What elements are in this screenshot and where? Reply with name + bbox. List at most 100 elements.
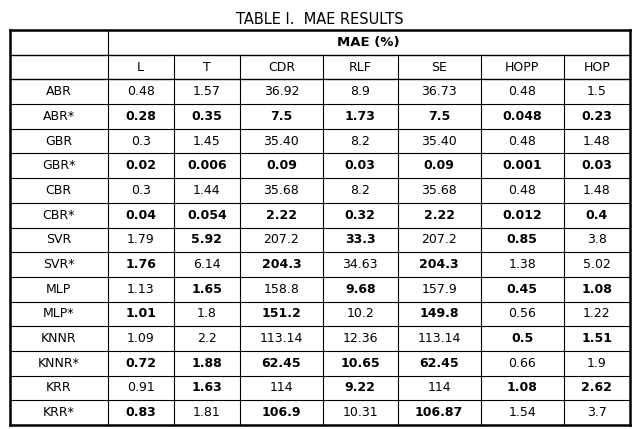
Text: 0.04: 0.04 [125, 208, 156, 222]
Text: 1.54: 1.54 [508, 406, 536, 419]
Text: 0.048: 0.048 [502, 110, 542, 123]
Text: 2.2: 2.2 [197, 332, 217, 345]
Text: 1.13: 1.13 [127, 283, 154, 296]
Text: 0.3: 0.3 [131, 135, 150, 148]
Text: 207.2: 207.2 [264, 233, 300, 246]
Text: 0.02: 0.02 [125, 159, 156, 172]
Text: 10.65: 10.65 [340, 357, 380, 370]
Text: 8.9: 8.9 [350, 85, 370, 98]
Text: 3.8: 3.8 [587, 233, 607, 246]
Text: 1.08: 1.08 [507, 381, 538, 395]
Text: L: L [137, 60, 144, 73]
Text: 62.45: 62.45 [262, 357, 301, 370]
Text: 2.62: 2.62 [582, 381, 612, 395]
Text: 1.09: 1.09 [127, 332, 154, 345]
Text: 106.9: 106.9 [262, 406, 301, 419]
Text: 35.68: 35.68 [264, 184, 300, 197]
Text: 0.35: 0.35 [191, 110, 222, 123]
Text: 113.14: 113.14 [260, 332, 303, 345]
Text: 1.08: 1.08 [582, 283, 612, 296]
Text: 0.28: 0.28 [125, 110, 156, 123]
Text: CBR: CBR [45, 184, 72, 197]
Text: GBR: GBR [45, 135, 72, 148]
Text: 0.56: 0.56 [508, 308, 536, 320]
Text: 33.3: 33.3 [345, 233, 376, 246]
Text: 0.48: 0.48 [127, 85, 154, 98]
Text: 1.9: 1.9 [587, 357, 607, 370]
Text: 0.48: 0.48 [508, 135, 536, 148]
Text: 0.32: 0.32 [345, 208, 376, 222]
Text: HOP: HOP [584, 60, 611, 73]
Text: 9.68: 9.68 [345, 283, 376, 296]
Text: MLP: MLP [46, 283, 72, 296]
Text: SVR: SVR [46, 233, 72, 246]
Text: 6.14: 6.14 [193, 258, 221, 271]
Text: 5.92: 5.92 [191, 233, 222, 246]
Text: 1.01: 1.01 [125, 308, 156, 320]
Text: 1.48: 1.48 [583, 184, 611, 197]
Text: 0.48: 0.48 [508, 85, 536, 98]
Text: 0.4: 0.4 [586, 208, 608, 222]
Text: 1.76: 1.76 [125, 258, 156, 271]
Text: 0.03: 0.03 [582, 159, 612, 172]
Text: ABR: ABR [46, 85, 72, 98]
Text: 114: 114 [428, 381, 451, 395]
Text: 0.72: 0.72 [125, 357, 156, 370]
Text: 0.001: 0.001 [502, 159, 542, 172]
Text: 1.73: 1.73 [345, 110, 376, 123]
Text: 1.81: 1.81 [193, 406, 221, 419]
Text: 3.7: 3.7 [587, 406, 607, 419]
Text: 0.054: 0.054 [187, 208, 227, 222]
Text: 1.22: 1.22 [583, 308, 611, 320]
Text: KNNR*: KNNR* [38, 357, 80, 370]
Text: 157.9: 157.9 [421, 283, 457, 296]
Text: 1.63: 1.63 [191, 381, 222, 395]
Text: 1.38: 1.38 [508, 258, 536, 271]
Text: 113.14: 113.14 [417, 332, 461, 345]
Text: 10.31: 10.31 [342, 406, 378, 419]
Text: 7.5: 7.5 [428, 110, 451, 123]
Text: 0.012: 0.012 [502, 208, 542, 222]
Text: KRR: KRR [46, 381, 72, 395]
Text: MAE (%): MAE (%) [337, 36, 400, 49]
Text: 0.09: 0.09 [266, 159, 297, 172]
Text: 1.51: 1.51 [581, 332, 612, 345]
Text: 1.44: 1.44 [193, 184, 221, 197]
Text: 0.85: 0.85 [507, 233, 538, 246]
Text: 1.5: 1.5 [587, 85, 607, 98]
Text: 1.79: 1.79 [127, 233, 154, 246]
Text: RLF: RLF [349, 60, 372, 73]
Text: SE: SE [431, 60, 447, 73]
Text: T: T [203, 60, 211, 73]
Text: 114: 114 [269, 381, 293, 395]
Text: 1.57: 1.57 [193, 85, 221, 98]
Text: 9.22: 9.22 [345, 381, 376, 395]
Text: 0.09: 0.09 [424, 159, 454, 172]
Text: SVR*: SVR* [43, 258, 74, 271]
Text: 36.73: 36.73 [421, 85, 457, 98]
Text: 7.5: 7.5 [270, 110, 292, 123]
Text: 0.83: 0.83 [125, 406, 156, 419]
Text: 62.45: 62.45 [419, 357, 459, 370]
Text: 1.65: 1.65 [191, 283, 222, 296]
Text: 8.2: 8.2 [350, 184, 370, 197]
Text: MLP*: MLP* [43, 308, 74, 320]
Text: ABR*: ABR* [43, 110, 75, 123]
Text: KRR*: KRR* [43, 406, 75, 419]
Text: 0.91: 0.91 [127, 381, 154, 395]
Text: 106.87: 106.87 [415, 406, 463, 419]
Text: 204.3: 204.3 [419, 258, 459, 271]
Text: 1.48: 1.48 [583, 135, 611, 148]
Text: 0.03: 0.03 [345, 159, 376, 172]
Text: 149.8: 149.8 [419, 308, 459, 320]
Text: 0.006: 0.006 [187, 159, 227, 172]
Text: 12.36: 12.36 [342, 332, 378, 345]
Text: 151.2: 151.2 [262, 308, 301, 320]
Text: HOPP: HOPP [505, 60, 540, 73]
Text: CBR*: CBR* [43, 208, 75, 222]
Text: 10.2: 10.2 [346, 308, 374, 320]
Text: TABLE I.  MAE RESULTS: TABLE I. MAE RESULTS [236, 12, 404, 27]
Text: 2.22: 2.22 [266, 208, 297, 222]
Text: 1.45: 1.45 [193, 135, 221, 148]
Text: 8.2: 8.2 [350, 135, 370, 148]
